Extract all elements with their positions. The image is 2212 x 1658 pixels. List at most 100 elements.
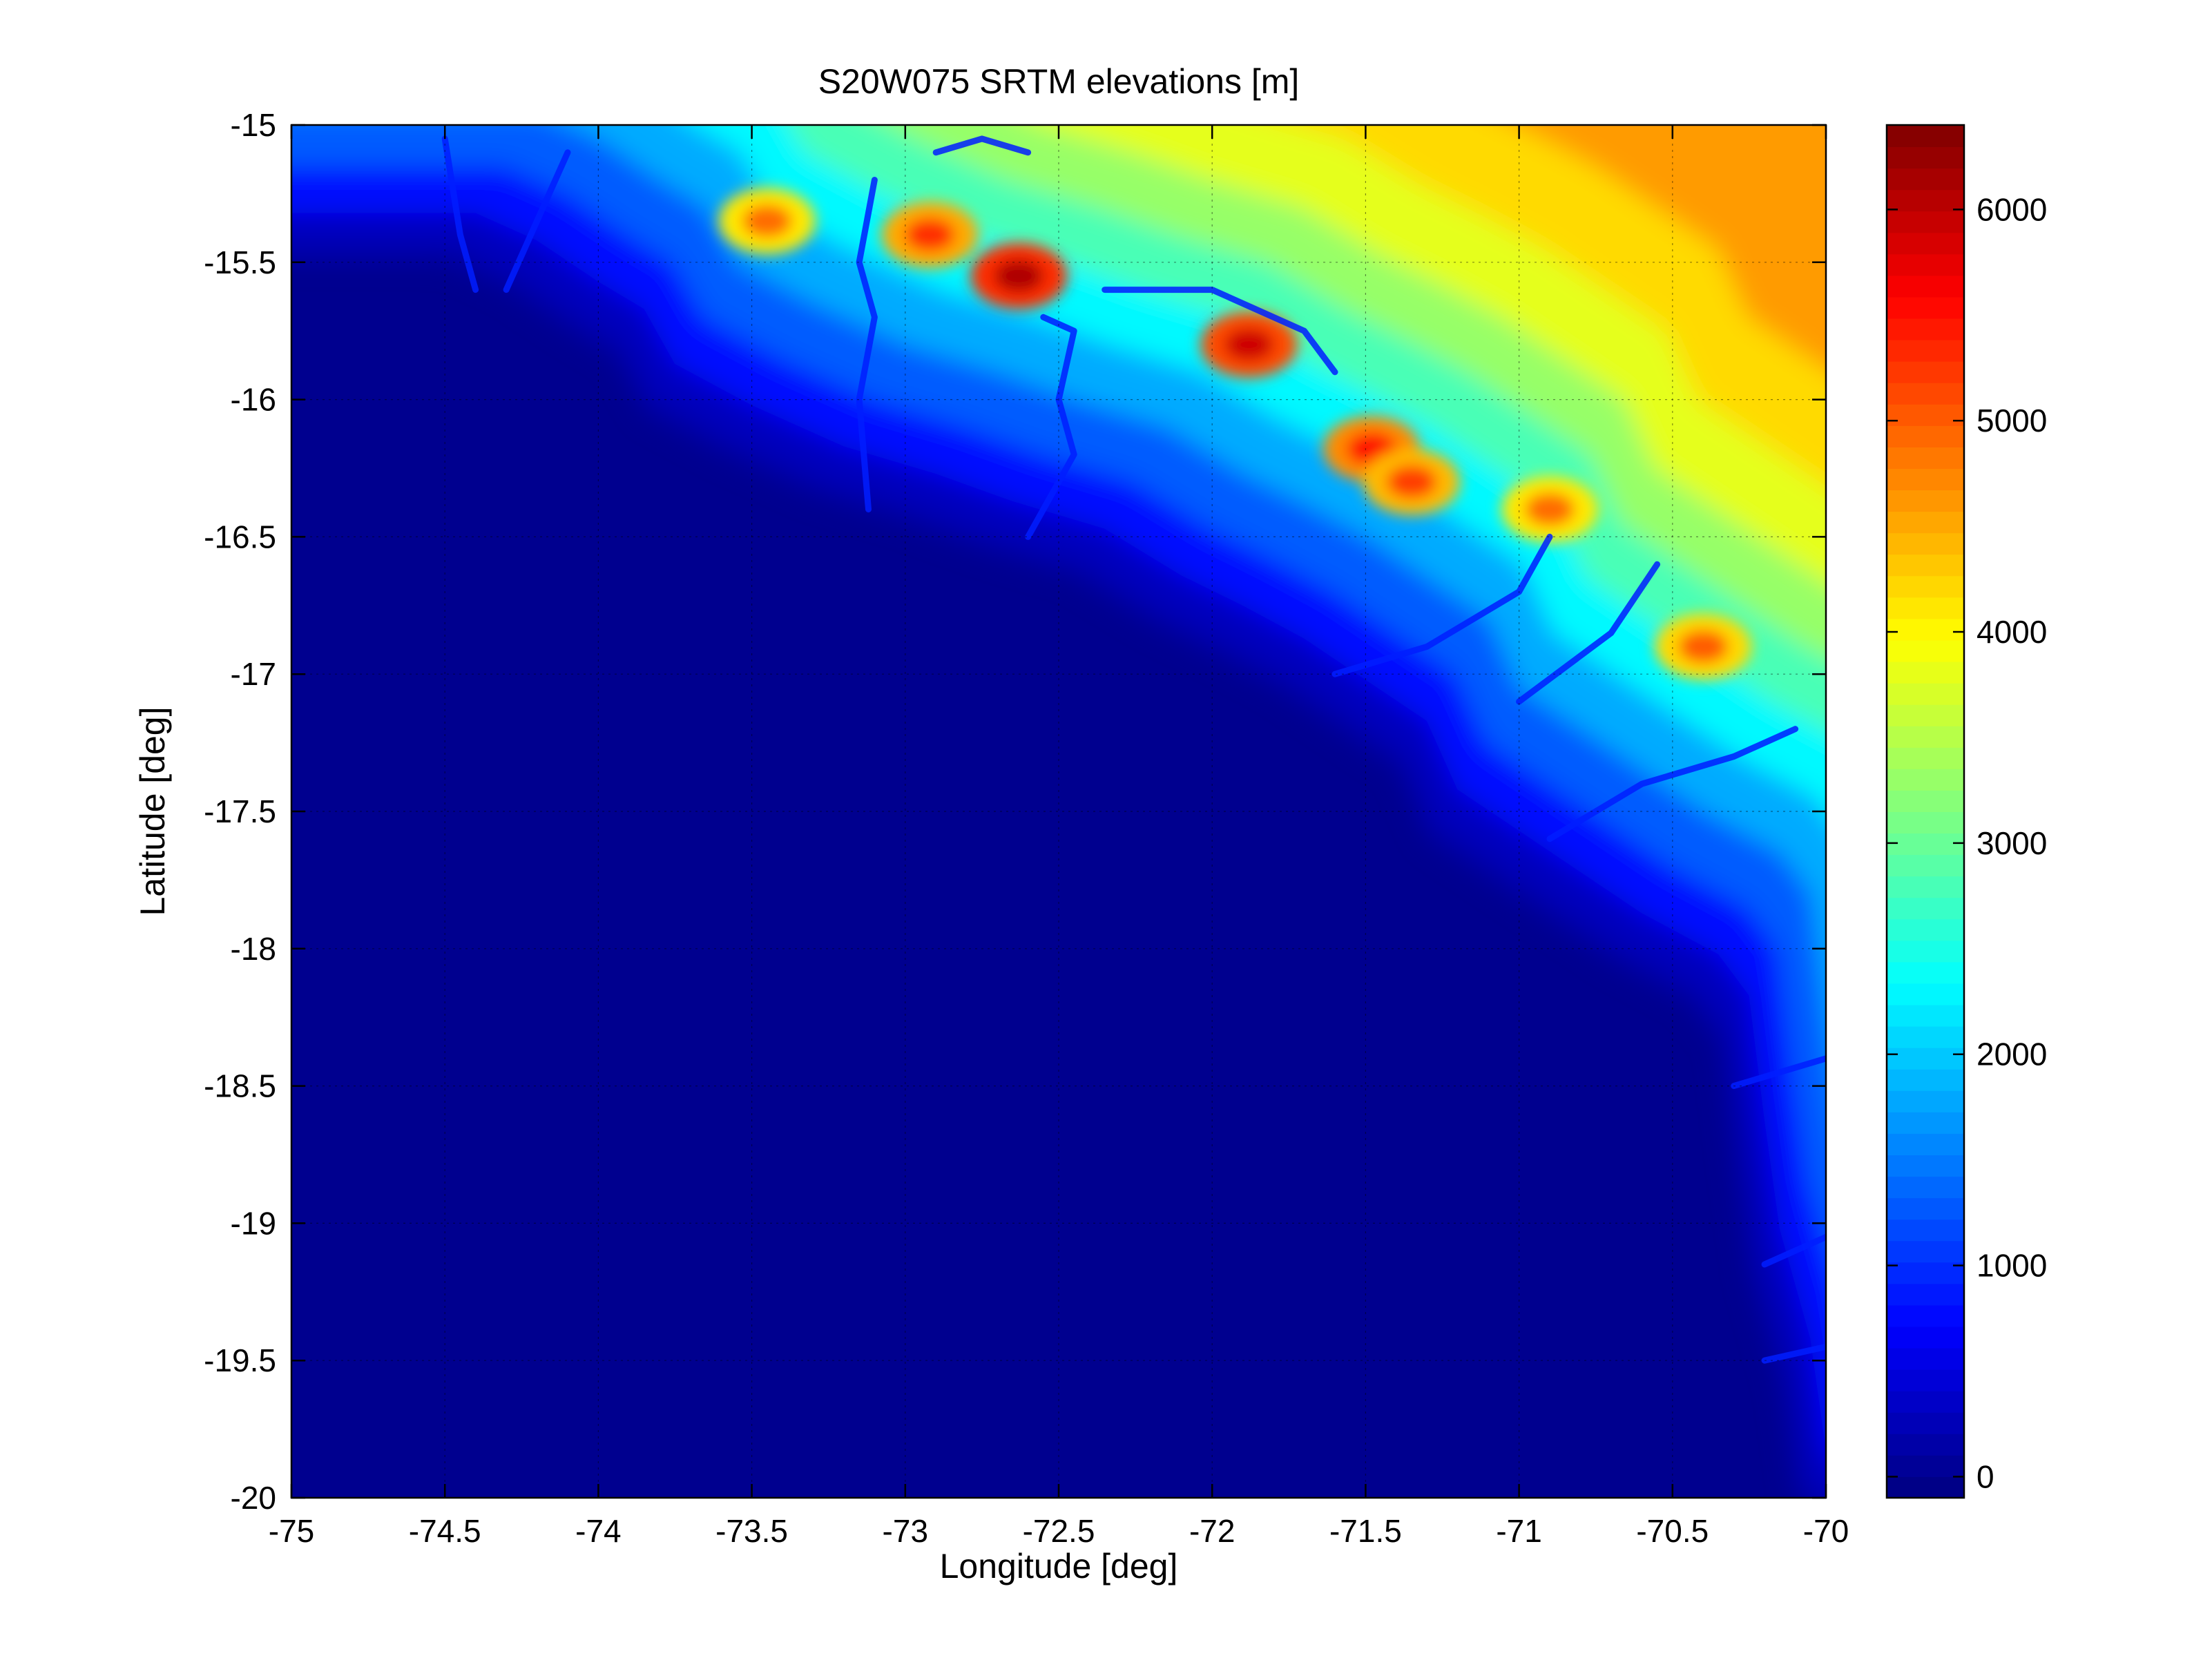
x-tick-label: -70 [1803,1513,1849,1549]
peak-mark [1224,328,1274,362]
colorbar-tick-label: 1000 [1977,1248,2047,1284]
colorbar-strip [1887,1111,1964,1134]
colorbar-strip [1887,425,1964,447]
colorbar-ticks: 0 1000 2000 3000 4000 5000 6000 [1887,191,2047,1494]
y-tick-label: -19 [231,1205,276,1241]
river-valley [856,177,878,513]
colorbar-strip [1887,189,1964,212]
x-tick-label: -70.5 [1636,1513,1709,1549]
colorbar: 0 1000 2000 3000 4000 5000 6000 [1885,124,2047,1499]
colorbar-tick-label: 5000 [1977,403,2047,438]
plot-area [291,125,1826,1498]
colorbar-strip [1887,940,1964,963]
colorbar-strip [1887,1132,1964,1155]
river-valley [1102,287,1338,376]
colorbar-strip [1887,1433,1964,1456]
colorbar-tick-label: 2000 [1977,1037,2047,1072]
colorbar-strip [1887,125,1964,148]
colorbar-strip [1887,768,1964,791]
colorbar-strip [1887,661,1964,684]
chart-title: S20W075 SRTM elevations [m] [818,62,1300,101]
colorbar-strip [1887,511,1964,534]
x-tick-label: -74 [575,1513,621,1549]
colorbar-strip [1887,339,1964,362]
x-tick-label: -72.5 [1023,1513,1095,1549]
river-valley [441,135,479,293]
colorbar-strip [1887,1176,1964,1199]
colorbar-strip [1887,1155,1964,1177]
x-tick-label: -71.5 [1329,1513,1402,1549]
colorbar-strip [1887,682,1964,705]
y-tick-label: -17 [231,656,276,692]
river-valley [1331,533,1553,677]
colorbar-strip [1887,918,1964,941]
y-tick-label: -16.5 [204,519,276,555]
colorbar-strip [1887,1476,1964,1498]
colorbar-strip [1887,833,1964,856]
x-tick-label: -75 [269,1513,314,1549]
colorbar-strip [1887,1262,1964,1284]
colorbar-strip [1887,789,1964,812]
grid-lines [291,125,1826,1498]
colorbar-strip [1887,532,1964,555]
y-axis: -15 -15.5 -16 -16.5 -17 -17.5 -18 -18.5 -19 -19.5… [204,107,1826,1516]
colorbar-strip [1887,253,1964,276]
colorbar-strip [1887,897,1964,920]
colorbar-strip [1887,1197,1964,1220]
colorbar-strip [1887,275,1964,298]
y-tick-label: -17.5 [204,793,276,829]
river-valley [1546,726,1799,842]
x-tick-label: -73 [883,1513,928,1549]
peak-mark [1387,465,1437,499]
colorbar-strip [1887,1025,1964,1048]
peak-mark [905,218,955,252]
x-tick-label: -74.5 [409,1513,481,1549]
y-tick-label: -18.5 [204,1068,276,1104]
peak-mark [1525,492,1575,526]
colorbar-strip [1887,1411,1964,1434]
y-tick-label: -15 [231,107,276,143]
colorbar-tick-label: 6000 [1977,191,2047,227]
land-zone [1516,125,1826,370]
river-layer [441,135,1826,1364]
colorbar-strip [1887,382,1964,405]
colorbar-strip [1887,360,1964,383]
colorbar-tick-label: 4000 [1977,614,2047,650]
colorbar-frame [1885,124,1965,1499]
colorbar-tick-label: 0 [1977,1458,1994,1494]
river-valley [1731,1055,1826,1090]
peak-mark [1678,630,1729,664]
river-valley [1761,1343,1826,1364]
colorbar-strip [1887,746,1964,769]
colorbar-strip [1887,1004,1964,1027]
peak-layer [718,188,1752,680]
y-tick-label: -15.5 [204,244,276,280]
colorbar-strip [1887,146,1964,169]
colorbar-strip [1887,1390,1964,1413]
colorbar-strip [1887,468,1964,491]
colorbar-strip [1887,1454,1964,1477]
colorbar-strip [1887,168,1964,191]
x-axis: -75 -74.5 -74 -73.5 -73 -72.5 -72 -71.5 -71 -70.5… [269,125,1849,1549]
river-valley [503,149,571,293]
colorbar-strip [1887,811,1964,834]
colorbar-strip [1887,1240,1964,1263]
colorbar-strip [1887,232,1964,255]
colorbar-tick-label: 3000 [1977,825,2047,861]
colorbar-strip [1887,854,1964,877]
colorbar-gradient [1887,125,1964,1498]
colorbar-strip [1887,1068,1964,1091]
colorbar-strip [1887,446,1964,469]
colorbar-strip [1887,403,1964,426]
colorbar-strip [1887,1326,1964,1349]
y-tick-label: -19.5 [204,1342,276,1378]
colorbar-strip [1887,318,1964,340]
colorbar-strip [1887,618,1964,641]
colorbar-strip [1887,296,1964,319]
colorbar-strip [1887,639,1964,662]
y-tick-label: -18 [231,931,276,967]
colorbar-strip [1887,1219,1964,1242]
x-tick-label: -73.5 [715,1513,788,1549]
x-tick-label: -72 [1189,1513,1235,1549]
